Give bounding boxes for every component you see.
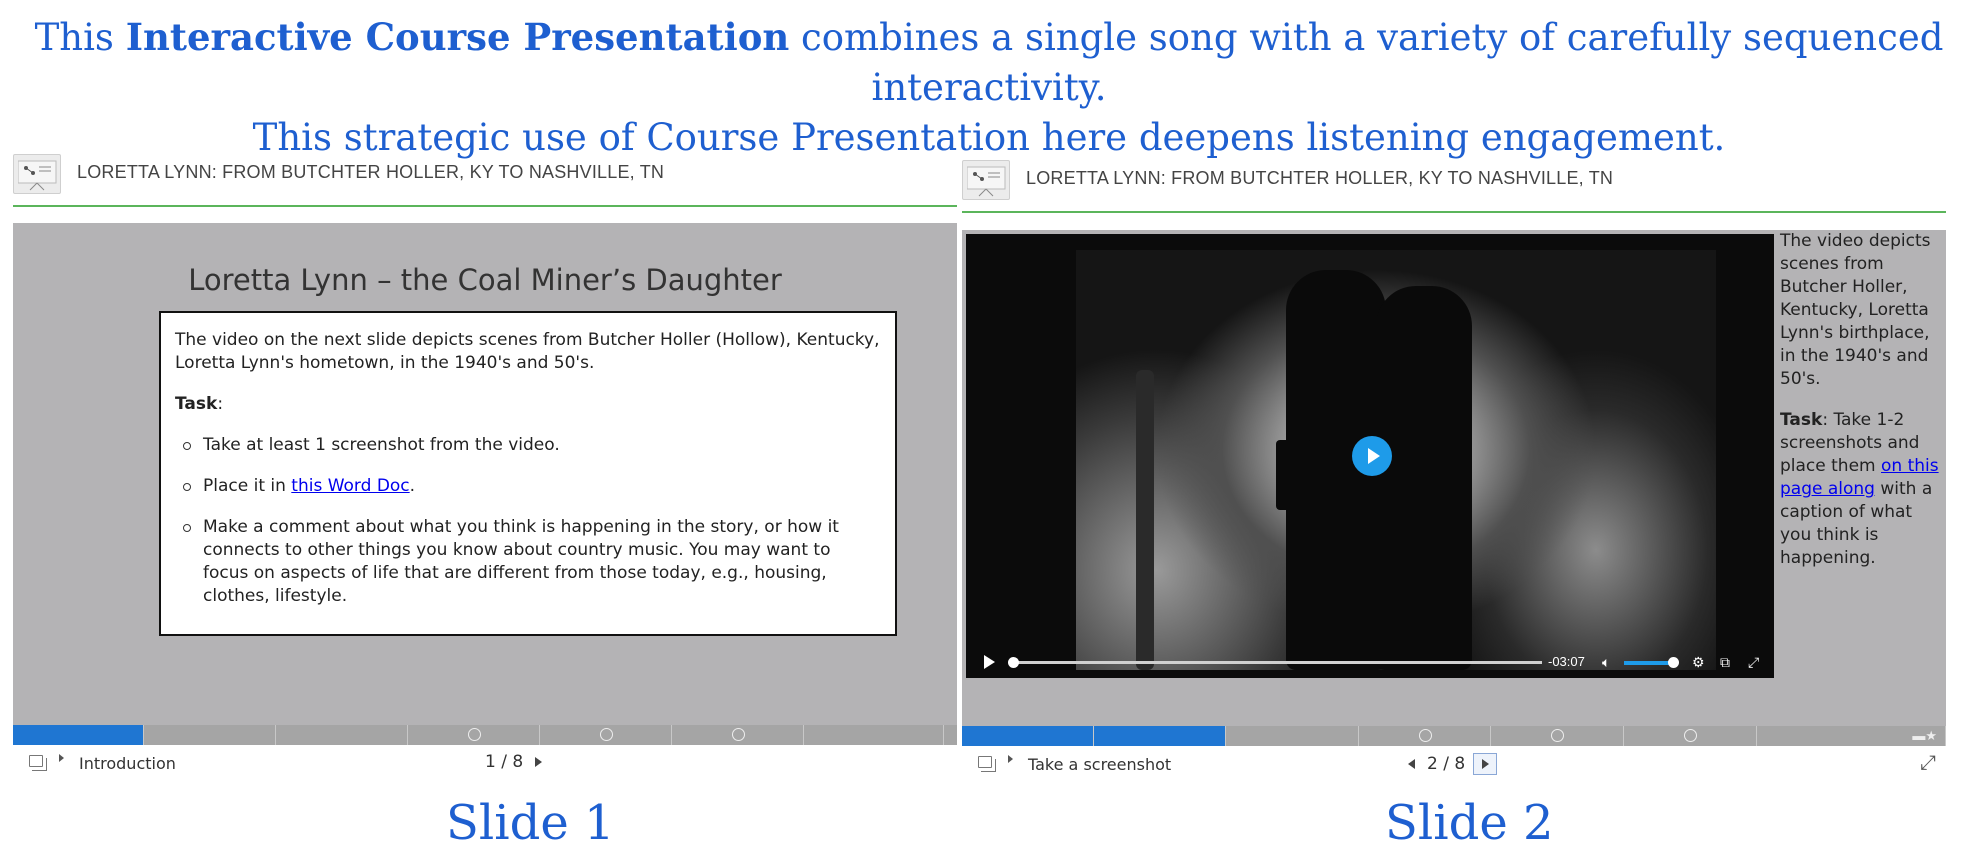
- video-time: -03:07: [1548, 654, 1585, 669]
- intro-bold: Interactive Course Presentation: [125, 15, 790, 59]
- progress-bar: ▬★: [962, 726, 1946, 746]
- star-icon: ▬★: [1912, 728, 1937, 743]
- progress-segment-4[interactable]: [408, 725, 540, 745]
- circle-marker-icon: [1684, 729, 1697, 742]
- intro-heading: This Interactive Course Presentation com…: [0, 12, 1978, 163]
- seek-bar[interactable]: [1012, 661, 1542, 664]
- word-doc-link[interactable]: this Word Doc: [291, 476, 410, 496]
- progress-segment-2[interactable]: [1094, 726, 1226, 746]
- pager-current: 1: [485, 752, 496, 772]
- progress-segment-1[interactable]: [962, 726, 1094, 746]
- progress-segment-7[interactable]: [804, 725, 944, 745]
- circle-marker-icon: [467, 728, 481, 741]
- slide1-panel: LORETTA LYNN: FROM BUTCHTER HOLLER, KY T…: [13, 152, 957, 784]
- video-frame: [1076, 250, 1716, 670]
- presentation-title: LORETTA LYNN: FROM BUTCHTER HOLLER, KY T…: [77, 162, 665, 182]
- progress-segment-6[interactable]: [1624, 726, 1757, 746]
- video-player[interactable]: -03:07 🔈︎ ⚙ ⧉ ⤢: [966, 234, 1774, 678]
- fullscreen-icon[interactable]: ⤢: [1748, 654, 1760, 670]
- progress-segment-4[interactable]: [1359, 726, 1491, 746]
- miner-silhouette: [1376, 286, 1472, 670]
- slide-title: Loretta Lynn – the Coal Miner’s Daughter: [188, 263, 782, 297]
- next-arrow-icon[interactable]: [1473, 753, 1498, 775]
- progress-segment-5[interactable]: [1491, 726, 1624, 746]
- intro-line-1: This Interactive Course Presentation com…: [0, 12, 1978, 113]
- slides-menu-icon[interactable]: [978, 756, 996, 772]
- presentation-logo-icon: [13, 154, 61, 194]
- slide2-stage: -03:07 🔈︎ ⚙ ⧉ ⤢ The video depicts scenes…: [962, 230, 1946, 726]
- volume-slider[interactable]: [1624, 661, 1674, 665]
- caret-right-icon[interactable]: [1008, 755, 1013, 763]
- side-paragraph: The video depicts scenes from Butcher Ho…: [1780, 231, 1931, 389]
- presentation-title: LORETTA LYNN: FROM BUTCHTER HOLLER, KY T…: [1026, 168, 1614, 188]
- progress-segment-1[interactable]: [13, 725, 144, 745]
- volume-icon[interactable]: 🔈︎: [1602, 654, 1611, 670]
- video-controls: -03:07 🔈︎ ⚙ ⧉ ⤢: [966, 646, 1774, 678]
- progress-segment-3[interactable]: [276, 725, 408, 745]
- slides-menu-icon[interactable]: [29, 755, 47, 771]
- progress-segment-7[interactable]: ▬★: [1757, 726, 1946, 746]
- prev-arrow-icon[interactable]: [1408, 759, 1415, 769]
- list-item: Place it in this Word Doc.: [175, 475, 881, 498]
- pager-separator: /: [1443, 754, 1449, 774]
- intro-paragraph: The video on the next slide depicts scen…: [175, 330, 880, 373]
- task-text: : Take 1-2 screenshots and place them: [1780, 410, 1920, 476]
- list-item-text: Place it in: [203, 476, 292, 496]
- slide-label: Take a screenshot: [1028, 755, 1172, 774]
- intro-suffix: combines a single song with a variety of…: [789, 16, 1944, 109]
- progress-bar: [13, 725, 957, 745]
- play-icon[interactable]: [1352, 436, 1392, 476]
- slide1-stage: Loretta Lynn – the Coal Miner’s Daughter…: [13, 223, 957, 725]
- task-label: Task: [1780, 410, 1823, 430]
- slide2-header: LORETTA LYNN: FROM BUTCHTER HOLLER, KY T…: [962, 158, 1946, 213]
- volume-handle[interactable]: [1668, 657, 1679, 668]
- task-heading: Task:: [175, 393, 881, 416]
- presentation-logo-icon: [962, 160, 1010, 200]
- page-along-link[interactable]: on this page along: [1780, 456, 1939, 499]
- pager-separator: /: [501, 752, 507, 772]
- settings-icon[interactable]: ⚙: [1692, 654, 1705, 670]
- task-list: Take at least 1 screenshot from the vide…: [175, 434, 881, 608]
- slide1-textbox: The video on the next slide depicts scen…: [159, 311, 897, 636]
- lunch-pail: [1276, 440, 1312, 510]
- slide-pager: 1 / 8: [485, 752, 543, 772]
- slide1-caption: Slide 1: [446, 795, 615, 851]
- pager-current: 2: [1427, 754, 1438, 774]
- slide2-sidetext: The video depicts scenes from Butcher Ho…: [1780, 230, 1944, 588]
- task-text-end: with a caption of what you think is happ…: [1780, 479, 1933, 568]
- list-item-end: .: [409, 476, 416, 496]
- progress-segment-2[interactable]: [144, 725, 276, 745]
- popout-icon[interactable]: ⧉: [1720, 654, 1730, 670]
- seek-handle[interactable]: [1008, 657, 1019, 668]
- pager-total: 8: [512, 752, 524, 772]
- circle-marker-icon: [731, 728, 745, 741]
- next-arrow-icon[interactable]: [535, 757, 543, 767]
- task-label: Task: [175, 394, 218, 414]
- task-colon: :: [217, 394, 224, 414]
- list-item: Make a comment about what you think is h…: [175, 516, 881, 608]
- circle-marker-icon: [1551, 729, 1564, 742]
- slide-label: Introduction: [79, 754, 176, 773]
- slide2-caption: Slide 2: [1385, 795, 1554, 851]
- circle-marker-icon: [599, 728, 613, 741]
- intro-line-2: This strategic use of Course Presentatio…: [252, 116, 1726, 159]
- play-icon[interactable]: [984, 655, 995, 669]
- intro-prefix: This: [34, 16, 126, 59]
- progress-segment-5[interactable]: [540, 725, 672, 745]
- slide1-footer: Introduction 1 / 8: [13, 749, 957, 779]
- fullscreen-icon[interactable]: ⤢: [1920, 752, 1936, 774]
- pipe: [1136, 370, 1154, 670]
- progress-segment-3[interactable]: [1226, 726, 1359, 746]
- slide2-panel: LORETTA LYNN: FROM BUTCHTER HOLLER, KY T…: [962, 158, 1946, 784]
- progress-segment-6[interactable]: [672, 725, 804, 745]
- list-item: Take at least 1 screenshot from the vide…: [175, 434, 881, 457]
- pager-total: 8: [1454, 754, 1466, 774]
- slide2-footer: Take a screenshot 2 / 8 ⤢: [962, 750, 1946, 780]
- caret-right-icon[interactable]: [59, 754, 64, 762]
- side-task: Task: Take 1-2 screenshots and place the…: [1780, 409, 1944, 570]
- circle-marker-icon: [1418, 729, 1432, 742]
- slide1-header: LORETTA LYNN: FROM BUTCHTER HOLLER, KY T…: [13, 152, 957, 207]
- slide-pager: 2 / 8: [1408, 753, 1498, 775]
